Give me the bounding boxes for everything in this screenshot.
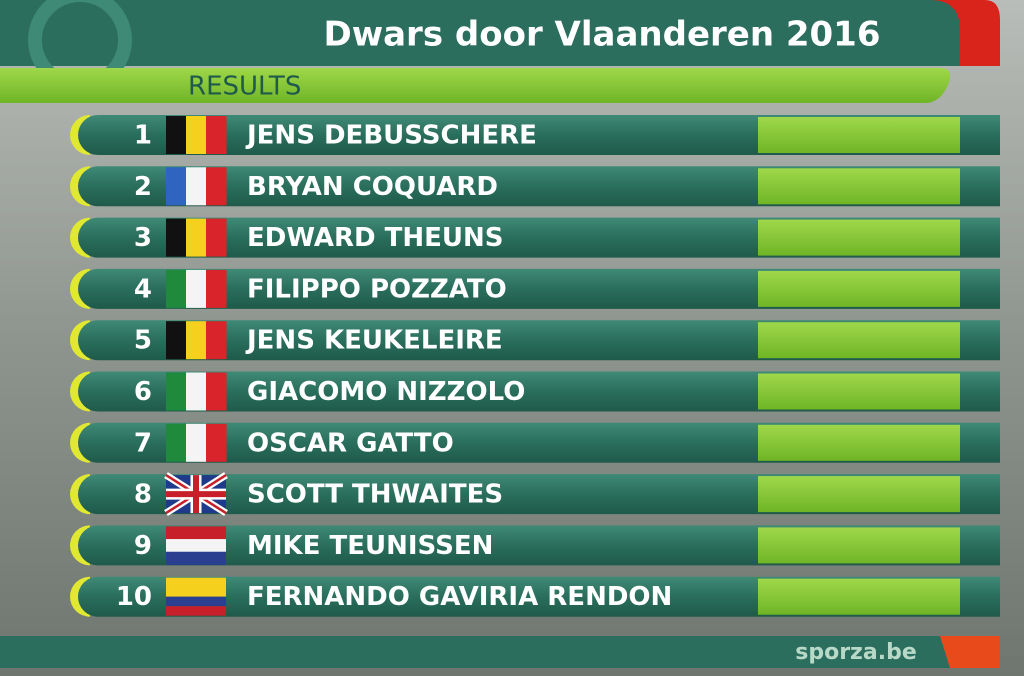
flag-stripe (206, 167, 227, 206)
rider-name: SCOTT THWAITES (247, 480, 503, 510)
row-highlight (758, 476, 960, 513)
flag-stripe (166, 423, 187, 462)
flag-stripe (166, 539, 226, 553)
rider-name: OSCAR GATTO (247, 428, 454, 458)
rank: 9 (134, 531, 152, 561)
result-row: 4 FILIPPO POZZATO (70, 268, 1000, 309)
row-highlight (758, 117, 960, 153)
rank: 2 (134, 172, 152, 202)
row-highlight (758, 270, 960, 307)
flag-stripe (166, 526, 226, 540)
result-row: 1 JENS DEBUSSCHERE (70, 115, 1000, 155)
rank: 3 (134, 223, 152, 253)
title: Dwars door Vlaanderen 2016 (323, 15, 880, 55)
result-row: 10 FERNANDO GAVIRIA RENDON (70, 576, 1000, 617)
footer-accent (940, 636, 1000, 668)
flag-stripe (206, 321, 227, 360)
header-bar (0, 0, 960, 66)
rider-name: MIKE TEUNISSEN (247, 531, 493, 561)
flag-stripe (166, 116, 187, 154)
row-highlight (758, 219, 960, 256)
rank: 1 (134, 121, 152, 151)
flag-stripe (186, 372, 207, 411)
result-row: 6 GIACOMO NIZZOLO (70, 371, 1000, 412)
rider-name: JENS DEBUSSCHERE (245, 121, 537, 151)
rank: 8 (134, 480, 152, 510)
rank: 7 (134, 428, 152, 458)
result-row: 7 OSCAR GATTO (70, 422, 1000, 463)
flag-stripe (166, 321, 187, 360)
flag-stripe (206, 423, 227, 462)
flag-stripe (186, 423, 207, 462)
subtitle: RESULTS (188, 72, 301, 102)
rider-name: EDWARD THEUNS (247, 223, 503, 253)
flag-stripe (186, 116, 207, 154)
rank: 5 (134, 326, 152, 356)
flag-stripe (166, 167, 187, 206)
flag-stripe (166, 218, 187, 257)
row-highlight (758, 578, 960, 615)
flag-stripe (166, 606, 226, 616)
row-highlight (758, 168, 960, 205)
rank: 10 (116, 582, 152, 612)
footer-bar (0, 636, 1000, 668)
flag-stripe (186, 269, 207, 308)
flag-stripe (186, 321, 207, 360)
subtitle-bar (0, 68, 951, 103)
row-highlight (758, 527, 960, 564)
flag-stripe (166, 596, 226, 607)
rider-name: BRYAN COQUARD (247, 172, 498, 202)
flag-cross (166, 475, 226, 514)
result-row: 5 JENS KEUKELEIRE (70, 320, 1000, 361)
result-row: 2 BRYAN COQUARD (70, 166, 1000, 207)
flag-stripe (166, 577, 226, 597)
flag-stripe (166, 551, 226, 565)
flag-stripe (206, 218, 227, 257)
flag-stripe (206, 116, 227, 154)
rider-name: GIACOMO NIZZOLO (247, 377, 525, 407)
rank: 4 (134, 274, 152, 304)
row-highlight (758, 373, 960, 410)
flag-stripe (206, 372, 227, 411)
footer-site: sporza.be (795, 640, 916, 665)
results-list: 1 JENS DEBUSSCHERE 2 BRYAN COQUARD 3 EDWARD T… (70, 115, 1000, 617)
flag-stripe (186, 218, 207, 257)
flag-stripe (166, 269, 187, 308)
rank: 6 (134, 377, 152, 407)
flag-stripe (206, 269, 227, 308)
result-row: 3 EDWARD THEUNS (70, 217, 1000, 258)
result-row: 8 SCOTT THWAITES (70, 472, 1000, 517)
result-row: 9 MIKE TEUNISSEN (70, 525, 1000, 566)
flag-stripe (186, 167, 207, 206)
rider-name: JENS KEUKELEIRE (245, 326, 503, 356)
row-highlight (758, 424, 960, 461)
flag-stripe (166, 372, 187, 411)
rider-name: FERNANDO GAVIRIA RENDON (247, 582, 672, 612)
row-highlight (758, 322, 960, 359)
rider-name: FILIPPO POZZATO (247, 274, 507, 304)
